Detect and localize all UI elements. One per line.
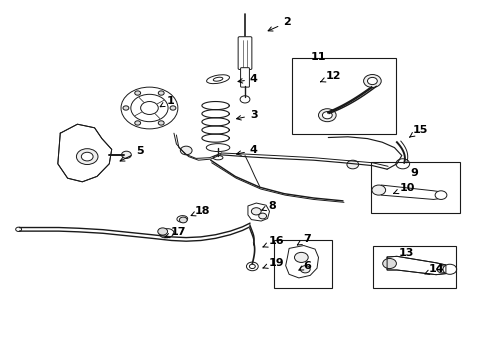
- Circle shape: [180, 146, 192, 155]
- Circle shape: [300, 266, 310, 273]
- Bar: [371, 162, 460, 213]
- Circle shape: [158, 91, 164, 95]
- Ellipse shape: [207, 75, 229, 84]
- Text: 9: 9: [410, 168, 418, 178]
- Ellipse shape: [159, 229, 174, 238]
- Circle shape: [16, 227, 22, 231]
- Circle shape: [437, 266, 447, 273]
- Circle shape: [251, 208, 261, 215]
- Text: 12: 12: [320, 71, 342, 82]
- Ellipse shape: [213, 77, 223, 81]
- Text: 11: 11: [311, 52, 326, 62]
- Circle shape: [141, 102, 158, 114]
- Circle shape: [383, 258, 396, 269]
- Polygon shape: [286, 246, 318, 278]
- Text: 17: 17: [165, 227, 186, 238]
- Circle shape: [443, 264, 457, 274]
- Circle shape: [123, 106, 129, 110]
- Circle shape: [396, 159, 410, 169]
- Circle shape: [158, 121, 164, 125]
- Circle shape: [294, 252, 308, 262]
- Text: 4: 4: [237, 145, 258, 156]
- Circle shape: [158, 228, 168, 235]
- Circle shape: [81, 152, 93, 161]
- Text: 3: 3: [237, 110, 258, 120]
- Circle shape: [179, 217, 187, 223]
- Circle shape: [121, 87, 178, 129]
- Circle shape: [368, 77, 377, 85]
- Text: 4: 4: [238, 74, 258, 84]
- Text: 8: 8: [262, 201, 276, 211]
- Bar: [292, 58, 396, 134]
- Text: 5: 5: [120, 146, 144, 161]
- Text: 2: 2: [268, 17, 291, 31]
- Text: 6: 6: [299, 261, 311, 271]
- Circle shape: [259, 213, 267, 219]
- Ellipse shape: [206, 144, 230, 152]
- Polygon shape: [381, 185, 439, 199]
- Circle shape: [246, 262, 258, 271]
- Circle shape: [240, 96, 250, 103]
- Circle shape: [318, 109, 336, 122]
- Text: 14: 14: [425, 264, 444, 274]
- Text: 1: 1: [160, 96, 174, 107]
- Polygon shape: [58, 124, 112, 182]
- Circle shape: [372, 185, 386, 195]
- Circle shape: [364, 75, 381, 87]
- Circle shape: [322, 112, 332, 119]
- Text: 18: 18: [191, 206, 211, 216]
- Text: 15: 15: [410, 125, 428, 137]
- Polygon shape: [387, 256, 446, 275]
- Text: 13: 13: [399, 248, 415, 258]
- Circle shape: [135, 121, 141, 125]
- Ellipse shape: [213, 156, 223, 160]
- Polygon shape: [248, 203, 270, 221]
- Circle shape: [347, 160, 359, 169]
- Text: 10: 10: [394, 183, 415, 194]
- Circle shape: [131, 94, 168, 122]
- Circle shape: [76, 149, 98, 165]
- Text: 19: 19: [263, 258, 284, 268]
- FancyBboxPatch shape: [238, 37, 252, 69]
- Ellipse shape: [177, 216, 188, 222]
- Circle shape: [122, 151, 131, 158]
- Bar: [373, 246, 456, 288]
- FancyBboxPatch shape: [241, 68, 249, 87]
- Text: 7: 7: [297, 234, 311, 245]
- Circle shape: [170, 106, 176, 110]
- Text: 16: 16: [263, 236, 284, 247]
- Circle shape: [135, 91, 141, 95]
- Circle shape: [435, 191, 447, 199]
- Circle shape: [249, 264, 255, 269]
- Bar: [274, 240, 332, 288]
